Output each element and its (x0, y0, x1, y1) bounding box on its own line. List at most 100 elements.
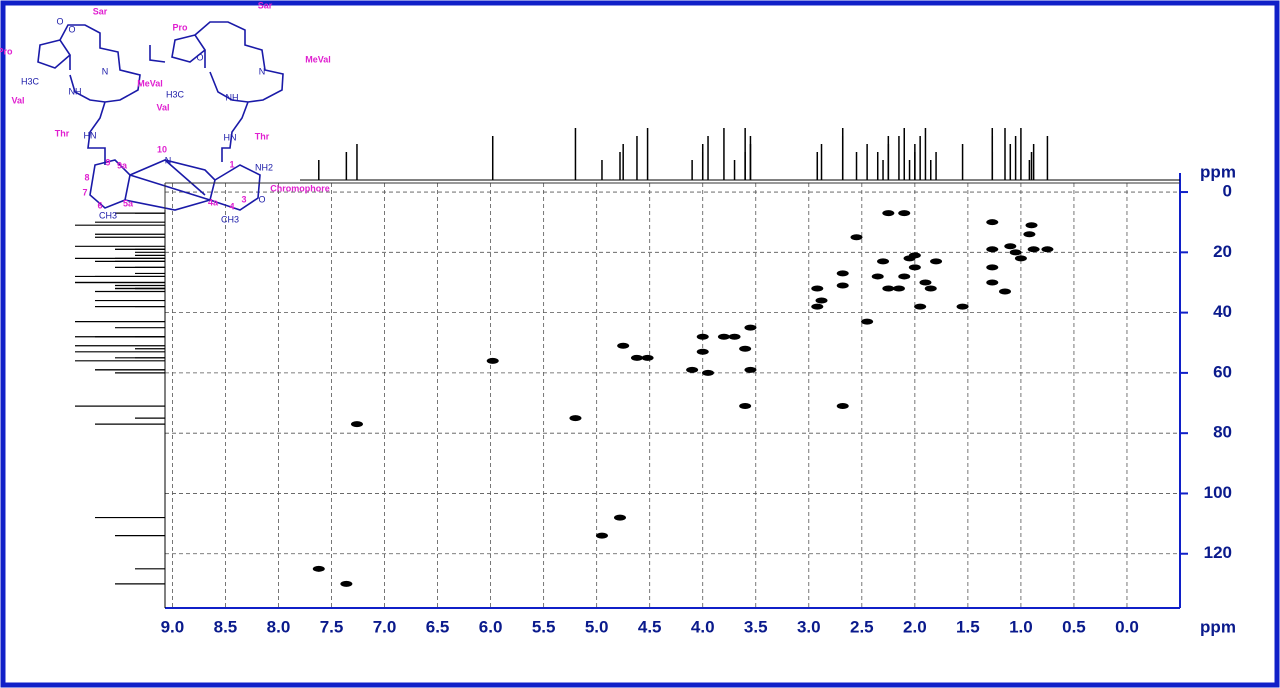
structure-label: O (258, 194, 265, 204)
y-tick-label: 40 (1213, 302, 1232, 321)
cross-peak (696, 333, 709, 340)
cross-peak (614, 514, 626, 521)
x-axis-label: ppm (1200, 617, 1236, 636)
structure-bonds (171, 21, 284, 162)
cross-peak (877, 258, 890, 265)
cross-peak (811, 285, 824, 292)
cross-peak (956, 303, 969, 310)
x-tick-label: 6.5 (426, 617, 450, 636)
cross-peak (744, 366, 757, 373)
cross-peak (986, 219, 999, 226)
structure-label: MeVal (305, 54, 331, 64)
cross-peak (1041, 246, 1054, 253)
x-tick-label: 4.5 (638, 617, 662, 636)
cross-peak (811, 303, 824, 310)
cross-peak (312, 565, 325, 572)
structure-label: O (68, 24, 75, 34)
cross-peak (908, 264, 921, 271)
cross-peak (999, 288, 1011, 295)
y-tick-label: 60 (1213, 362, 1232, 381)
structure-label: NH (69, 86, 82, 96)
structure-label: N (165, 155, 172, 165)
y-tick-label: 100 (1204, 483, 1232, 502)
cross-peak (892, 285, 905, 292)
structure-label: 9a (117, 160, 128, 170)
y-axis-label: ppm (1200, 162, 1236, 181)
x-tick-label: 5.0 (585, 617, 609, 636)
cross-peak (930, 258, 943, 265)
cross-peak (1023, 231, 1036, 238)
cross-peak (898, 210, 911, 217)
structure-label: MeVal (137, 78, 163, 88)
cross-peak (569, 415, 582, 422)
structure-label: 7 (82, 187, 87, 197)
structure-label: 4 (229, 201, 234, 211)
x-tick-label: 7.0 (373, 617, 397, 636)
structure-label: 8 (84, 172, 89, 182)
structure-label: CH3 (99, 210, 117, 220)
structure-label: Sar (258, 0, 273, 10)
y-tick-label: 0 (1223, 182, 1232, 201)
structure-label: N (102, 66, 109, 76)
cross-peak (986, 264, 999, 271)
x-tick-label: 1.5 (956, 617, 980, 636)
y-tick-label: 80 (1213, 423, 1232, 442)
x-tick-label: 2.5 (850, 617, 874, 636)
structure-label: 4a (208, 197, 219, 207)
cross-peak (739, 403, 752, 410)
structure-label: 3 (241, 194, 246, 204)
x-tick-label: 5.5 (532, 617, 556, 636)
cross-peak (919, 279, 932, 286)
cross-peak (986, 246, 999, 253)
structure-label: 5a (123, 198, 134, 208)
cross-peak (836, 403, 849, 410)
structure-label: Thr (255, 131, 270, 141)
x-tick-label: 0.5 (1062, 617, 1086, 636)
structure-label: Pro (0, 46, 13, 56)
cross-peak (744, 324, 757, 331)
x-tick-label: 8.5 (214, 617, 238, 636)
structure-label: 9 (105, 157, 110, 167)
cross-peak (815, 297, 828, 304)
x-tick-label: 0.0 (1115, 617, 1139, 636)
structure-bonds (37, 24, 166, 165)
cross-peak (861, 318, 874, 325)
x-tick-label: 3.5 (744, 617, 768, 636)
x-tick-label: 3.0 (797, 617, 821, 636)
cross-peak (882, 210, 895, 217)
structure-drawing (37, 21, 284, 211)
cross-peak (340, 580, 353, 587)
cross-peak (836, 270, 849, 277)
x-tick-label: 2.0 (903, 617, 927, 636)
y-tick-label: 20 (1213, 242, 1232, 261)
cross-peak (630, 354, 643, 361)
cross-peak (924, 285, 937, 292)
structure-label: Sar (93, 6, 108, 16)
structure-label: O (196, 52, 203, 62)
cross-peak (986, 279, 999, 286)
structure-label: Val (11, 95, 24, 105)
plot-area (165, 183, 1180, 608)
structure-label: HN (224, 132, 237, 142)
cross-peak (617, 342, 630, 349)
structure-label: 6 (97, 200, 102, 210)
x-tick-label: 9.0 (161, 617, 185, 636)
structure-bonds (89, 159, 261, 211)
cross-peak (836, 282, 849, 289)
cross-peak (871, 273, 884, 280)
cross-peak (595, 532, 608, 539)
x-tick-label: 7.5 (320, 617, 344, 636)
cross-peak (1009, 249, 1022, 256)
structure-label: 10 (157, 144, 167, 154)
structure-label: Pro (172, 22, 188, 32)
structure-label: CH3 (221, 214, 239, 224)
x-tick-label: 4.0 (691, 617, 715, 636)
cross-peak (1014, 255, 1027, 262)
cross-peak (898, 273, 911, 280)
cross-peak (717, 333, 730, 340)
cross-peak (882, 285, 895, 292)
structure-label: H3C (166, 89, 185, 99)
x-tick-label: 1.0 (1009, 617, 1033, 636)
